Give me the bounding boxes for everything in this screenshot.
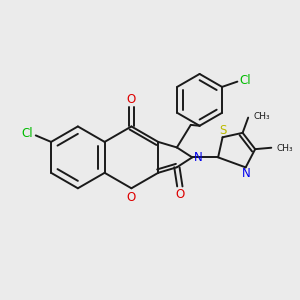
- Text: CH₃: CH₃: [277, 144, 293, 153]
- Text: O: O: [127, 190, 136, 204]
- Text: Cl: Cl: [240, 74, 251, 87]
- Text: O: O: [127, 93, 136, 106]
- Text: Cl: Cl: [22, 127, 33, 140]
- Text: N: N: [194, 151, 203, 164]
- Text: O: O: [175, 188, 184, 201]
- Text: N: N: [242, 167, 250, 180]
- Text: CH₃: CH₃: [254, 112, 270, 121]
- Text: S: S: [219, 124, 226, 137]
